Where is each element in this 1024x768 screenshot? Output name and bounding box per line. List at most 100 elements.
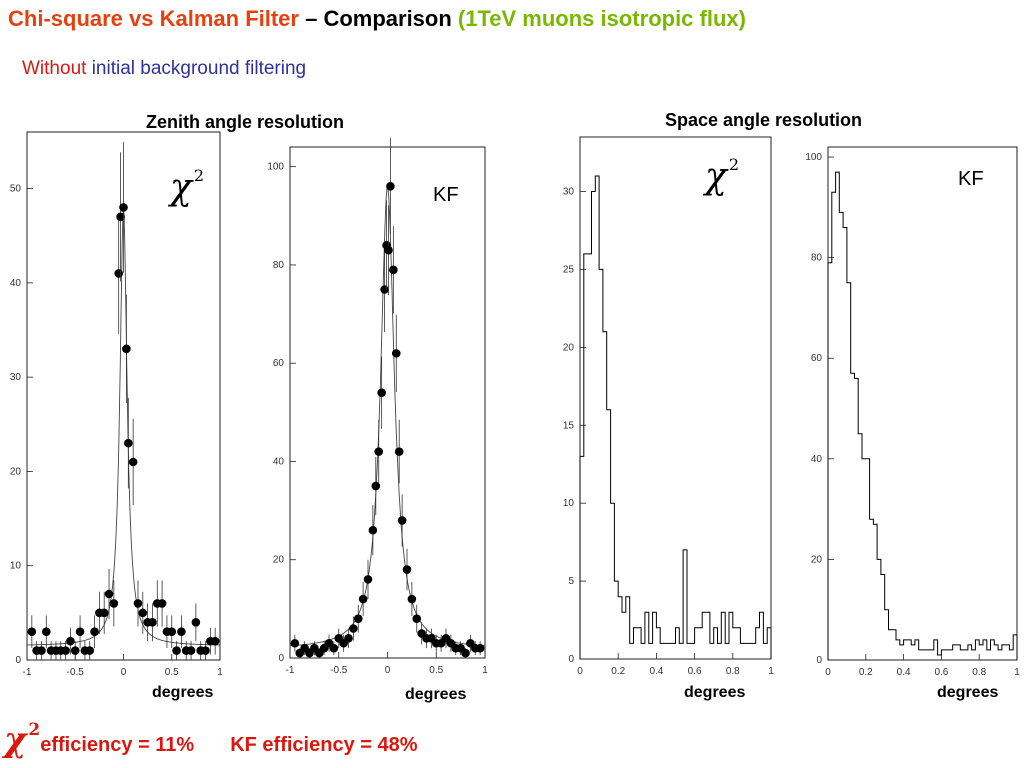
- y-tick-label: 80: [273, 260, 285, 271]
- data-point: [368, 525, 378, 535]
- x-tick-label: 1: [482, 665, 488, 676]
- y-tick-label: 30: [563, 187, 575, 198]
- y-tick-label: 50: [10, 184, 22, 195]
- y-tick-label: 60: [811, 353, 823, 364]
- data-point: [371, 481, 381, 491]
- zenith-chi2-chart: 0 10 20 30 40 50 -1 -0.5 0 0.5 1: [10, 131, 223, 678]
- data-point: [344, 634, 353, 643]
- data-point: [104, 589, 114, 599]
- y-tick-label: 20: [563, 342, 575, 353]
- x-tick-label: 0.2: [611, 666, 625, 677]
- plot-frame: [827, 146, 1018, 661]
- x-tick-label: 0.5: [165, 667, 179, 678]
- x-tick-label: 0.8: [972, 667, 986, 678]
- kf-efficiency-text: KF efficiency = 48%: [230, 734, 418, 756]
- data-point: [90, 627, 99, 637]
- data-point: [384, 245, 393, 255]
- chi-exponent: 2: [728, 155, 740, 174]
- space-chi2-chart: 0 5 10 15 20 25 30 0 0.2 0.4 0.6 0.8 1: [563, 136, 774, 677]
- data-point: [114, 269, 123, 278]
- y-tick-label: 100: [805, 152, 822, 163]
- space-kf-chart: 0 20 40 60 80 100 0 0.2 0.4 0.6 0.8 1: [805, 146, 1020, 678]
- x-tick-label: 1: [217, 667, 223, 678]
- x-tick-label: 1: [1014, 667, 1020, 678]
- y-tick-label: 20: [10, 466, 22, 477]
- title-part-1: Chi-square vs Kalman Filter: [8, 6, 299, 31]
- data-point: [391, 349, 401, 358]
- x-tick-label: 0.4: [649, 666, 663, 677]
- kf-label-space: KF: [958, 168, 984, 190]
- data-point: [186, 646, 196, 655]
- data-point: [37, 646, 46, 655]
- y-tick-label: 0: [816, 655, 822, 666]
- chi-efficiency-text: efficiency = 11%: [40, 734, 195, 756]
- subtitle: Without initial background filtering: [22, 58, 306, 80]
- y-tick-label: 80: [811, 253, 823, 264]
- data-point: [75, 627, 85, 637]
- data-point: [329, 643, 339, 653]
- xlabel-space-chi2: degrees: [684, 684, 746, 701]
- xlabel-space-kf: degrees: [937, 684, 999, 701]
- data-point: [157, 599, 167, 608]
- zenith-kf-chart: 0 20 40 60 80 100 -1 -0.5 0 0.5 1: [267, 138, 488, 676]
- data-point: [133, 599, 143, 608]
- data-point: [27, 627, 37, 637]
- data-point: [380, 285, 389, 294]
- data-point: [374, 447, 384, 456]
- x-tick-label: 0.2: [859, 667, 873, 678]
- chi-exponent: 2: [28, 720, 41, 740]
- y-tick-label: 10: [563, 498, 575, 509]
- y-tick-label: 15: [563, 420, 575, 431]
- data-point: [42, 627, 51, 637]
- xlabel-zenith-chi2: degrees: [152, 684, 214, 701]
- data-point: [61, 646, 70, 655]
- efficiency-footer: χ 2efficiency = 11% KF efficiency = 48%: [4, 720, 418, 760]
- data-point: [394, 447, 404, 456]
- data-point: [386, 182, 395, 191]
- data-point: [461, 648, 470, 658]
- data-point: [122, 344, 131, 354]
- x-tick-label: 0.6: [934, 667, 948, 678]
- chi-symbol: χ: [170, 167, 192, 208]
- data-point: [66, 636, 75, 646]
- x-tick-label: 0: [385, 665, 391, 676]
- y-tick-label: 0: [15, 655, 21, 666]
- y-tick-label: 25: [563, 264, 575, 275]
- x-tick-label: -1: [286, 665, 295, 676]
- data-point: [99, 608, 109, 618]
- data-point: [124, 438, 133, 448]
- plot-frame: [579, 136, 772, 660]
- y-tick-label: 5: [568, 576, 574, 587]
- y-tick-label: 60: [273, 358, 285, 369]
- data-point: [191, 617, 201, 627]
- data-point: [201, 646, 210, 655]
- data-point: [116, 212, 125, 222]
- data-point: [85, 646, 95, 655]
- y-tick-label: 30: [10, 372, 22, 383]
- fit-curve: [290, 186, 485, 647]
- chi-exponent: 2: [193, 166, 205, 185]
- page-title: Chi-square vs Kalman Filter – Comparison…: [8, 6, 746, 32]
- histogram-line: [827, 171, 1018, 660]
- data-point: [412, 614, 422, 623]
- y-tick-label: 0: [278, 653, 284, 664]
- x-tick-label: 0: [825, 667, 831, 678]
- chi-symbol: χ: [705, 156, 727, 197]
- data-point: [397, 516, 407, 525]
- y-tick-label: 20: [811, 554, 823, 565]
- title-part-2: – Comparison: [298, 6, 458, 31]
- subtitle-part-1: Without: [22, 58, 92, 79]
- data-point: [475, 643, 485, 653]
- data-point: [407, 594, 417, 604]
- space-section-title: Space angle resolution: [665, 110, 863, 130]
- x-tick-label: 0.4: [897, 667, 911, 678]
- plot-frame: [289, 146, 486, 659]
- y-tick-label: 0: [568, 654, 574, 665]
- data-point: [353, 614, 363, 623]
- x-tick-label: -0.5: [67, 667, 85, 678]
- data-point: [377, 388, 386, 397]
